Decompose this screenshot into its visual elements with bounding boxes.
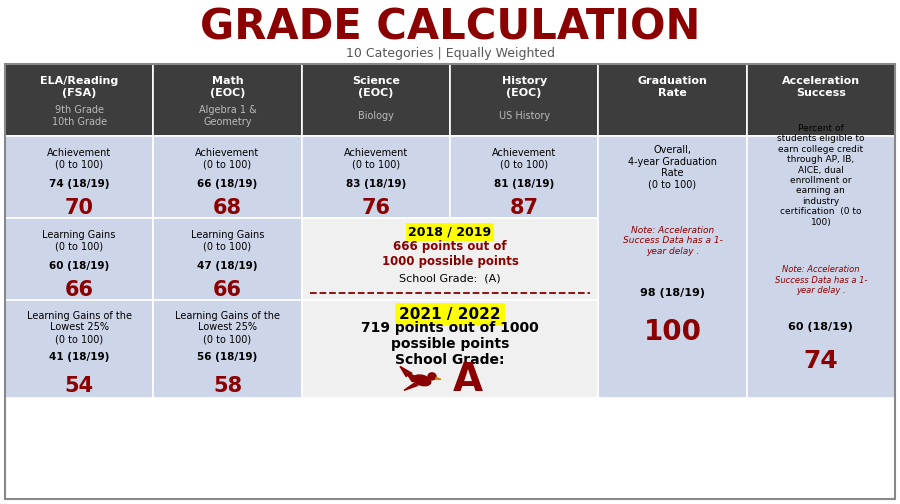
Text: ELA/Reading
(FSA): ELA/Reading (FSA) [40, 76, 118, 98]
Polygon shape [436, 377, 441, 380]
Bar [5, 64, 153, 136]
Bar [5, 218, 153, 300]
Text: Achievement
(0 to 100): Achievement (0 to 100) [344, 148, 408, 170]
Text: 98 (18/19): 98 (18/19) [640, 288, 705, 298]
Bar [153, 300, 302, 398]
Text: Note: Acceleration
Success Data has a 1-
year delay .: Note: Acceleration Success Data has a 1-… [775, 265, 867, 295]
Text: 56 (18/19): 56 (18/19) [197, 352, 257, 362]
Bar [302, 136, 450, 218]
Text: 70: 70 [65, 198, 94, 218]
Text: 68: 68 [213, 198, 242, 218]
Bar [450, 136, 598, 218]
Text: 666 points out of
1000 possible points: 666 points out of 1000 possible points [382, 240, 518, 268]
Text: History
(EOC): History (EOC) [501, 76, 547, 98]
Ellipse shape [428, 373, 436, 380]
Text: 81 (18/19): 81 (18/19) [494, 178, 554, 188]
Text: Learning Gains of the
Lowest 25%
(0 to 100): Learning Gains of the Lowest 25% (0 to 1… [27, 311, 131, 344]
Text: Note: Acceleration
Success Data has a 1-
year delay .: Note: Acceleration Success Data has a 1-… [623, 226, 723, 256]
Text: Percent of
students eligible to
earn college credit
through AP, IB,
AICE, dual
e: Percent of students eligible to earn col… [777, 124, 865, 227]
Bar [5, 64, 895, 499]
Bar [153, 136, 302, 218]
Text: 83 (18/19): 83 (18/19) [346, 178, 406, 188]
Bar [302, 300, 598, 398]
Polygon shape [406, 372, 420, 383]
Bar [450, 64, 598, 136]
Text: 60 (18/19): 60 (18/19) [788, 322, 853, 332]
Text: Learning Gains of the
Lowest 25%
(0 to 100): Learning Gains of the Lowest 25% (0 to 1… [175, 311, 280, 344]
Text: Acceleration
Success: Acceleration Success [782, 76, 860, 98]
Bar [153, 218, 302, 300]
Text: 100: 100 [644, 319, 701, 347]
Bar [302, 64, 450, 136]
Bar [5, 136, 153, 218]
Polygon shape [404, 384, 418, 391]
Text: 87: 87 [509, 198, 539, 218]
Text: Achievement
(0 to 100): Achievement (0 to 100) [195, 148, 259, 170]
Text: 74 (18/19): 74 (18/19) [49, 178, 110, 188]
Text: 66 (18/19): 66 (18/19) [197, 178, 257, 188]
Text: Biology: Biology [358, 111, 394, 121]
Bar [302, 218, 598, 300]
Text: Achievement
(0 to 100): Achievement (0 to 100) [492, 148, 556, 170]
Bar [153, 64, 302, 136]
Bar [747, 136, 895, 398]
Bar [5, 300, 153, 398]
Text: 66: 66 [213, 280, 242, 300]
Text: Overall,
4-year Graduation
Rate
(0 to 100): Overall, 4-year Graduation Rate (0 to 10… [628, 145, 717, 190]
Text: 58: 58 [213, 376, 242, 396]
Text: 9th Grade
10th Grade: 9th Grade 10th Grade [51, 105, 107, 127]
Bar [747, 64, 895, 136]
Ellipse shape [413, 375, 431, 386]
Text: Graduation
Rate: Graduation Rate [637, 76, 707, 98]
Text: Math
(EOC): Math (EOC) [210, 76, 245, 98]
Text: Algebra 1 &
Geometry: Algebra 1 & Geometry [199, 105, 256, 127]
Text: A: A [453, 361, 483, 399]
Text: 54: 54 [65, 376, 94, 396]
Text: 66: 66 [65, 280, 94, 300]
Text: 60 (18/19): 60 (18/19) [49, 261, 109, 271]
Text: Learning Gains
(0 to 100): Learning Gains (0 to 100) [191, 230, 265, 252]
Bar [598, 136, 747, 398]
Text: 76: 76 [361, 198, 391, 218]
Text: GRADE CALCULATION: GRADE CALCULATION [200, 7, 700, 49]
Text: 10 Categories | Equally Weighted: 10 Categories | Equally Weighted [346, 47, 554, 60]
Bar [598, 64, 747, 136]
Polygon shape [400, 366, 412, 376]
Text: US History: US History [499, 111, 550, 121]
Text: 74: 74 [804, 349, 838, 373]
Text: Achievement
(0 to 100): Achievement (0 to 100) [47, 148, 112, 170]
Text: Science
(EOC): Science (EOC) [352, 76, 400, 98]
Text: 2021 / 2022: 2021 / 2022 [400, 307, 500, 322]
Text: 47 (18/19): 47 (18/19) [197, 261, 257, 271]
Text: 2018 / 2019: 2018 / 2019 [409, 225, 491, 238]
Text: School Grade:  (A): School Grade: (A) [400, 274, 500, 284]
Text: Learning Gains
(0 to 100): Learning Gains (0 to 100) [42, 230, 116, 252]
Text: 41 (18/19): 41 (18/19) [49, 352, 110, 362]
Text: 719 points out of 1000
possible points
School Grade:: 719 points out of 1000 possible points S… [361, 321, 539, 367]
